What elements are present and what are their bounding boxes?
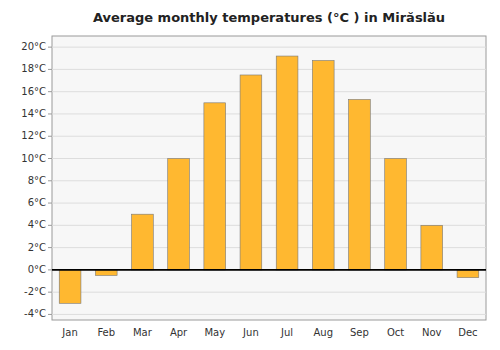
tick-label: 6°C — [28, 197, 46, 208]
chart-container: -4°C -2°C 0°C 2°C 4°C 6°C 8°C 10°C 12°C 14°C 16°C 1… — [0, 0, 500, 350]
grid-line — [52, 292, 486, 293]
tick-mark — [48, 158, 52, 159]
tick-label: 4°C — [28, 219, 46, 230]
tick-label: 16°C — [21, 86, 46, 97]
tick-label: 12°C — [21, 130, 46, 141]
bar — [276, 56, 298, 270]
tick-mark — [48, 91, 52, 92]
tick-label: 0°C — [28, 264, 46, 275]
bar — [385, 159, 407, 270]
bar — [204, 103, 226, 270]
grid-line — [52, 91, 486, 92]
bar — [59, 270, 81, 303]
grid-line — [52, 203, 486, 204]
bar — [240, 75, 262, 270]
tick-label: Oct — [387, 327, 404, 338]
x-axis: Jan Feb Mar Apr May Jun Jul Aug Sep Oct Nov Dec — [61, 327, 477, 338]
grid-line — [52, 314, 486, 315]
tick-label: 20°C — [21, 41, 46, 52]
tick-label: Mar — [133, 327, 153, 338]
tick-label: Dec — [458, 327, 477, 338]
bar — [95, 270, 117, 276]
y-axis: -4°C -2°C 0°C 2°C 4°C 6°C 8°C 10°C 12°C 14°C 16°C 1… — [21, 41, 486, 319]
zero-line — [52, 269, 486, 271]
grid-line — [52, 269, 486, 270]
tick-label: Feb — [97, 327, 115, 338]
tick-label: Jun — [242, 327, 259, 338]
tick-label: Nov — [422, 327, 442, 338]
tick-mark — [48, 69, 52, 70]
tick-label: Aug — [313, 327, 333, 338]
grid-line — [52, 69, 486, 70]
tick-label: Sep — [350, 327, 369, 338]
tick-mark — [48, 314, 52, 315]
title: Average monthly temperatures (°C ) in Mi… — [93, 10, 445, 25]
bar — [421, 225, 443, 270]
tick-mark — [48, 225, 52, 226]
grid-line — [52, 136, 486, 137]
chart: -4°C -2°C 0°C 2°C 4°C 6°C 8°C 10°C 12°C 14°C 16°C 1… — [0, 0, 500, 350]
bar — [312, 61, 334, 270]
grid-line — [52, 47, 486, 48]
bar — [457, 270, 479, 278]
tick-label: 10°C — [21, 153, 46, 164]
tick-label: 14°C — [21, 108, 46, 119]
grid-line — [52, 113, 486, 114]
tick-mark — [48, 136, 52, 137]
bar — [349, 99, 371, 269]
tick-label: Jul — [280, 327, 293, 338]
tick-label: 18°C — [21, 63, 46, 74]
bar — [168, 159, 190, 270]
tick-label: -2°C — [24, 286, 46, 297]
grid-line — [52, 180, 486, 181]
tick-mark — [48, 180, 52, 181]
tick-mark — [48, 269, 52, 270]
tick-label: Apr — [170, 327, 188, 338]
tick-label: 2°C — [28, 242, 46, 253]
tick-mark — [48, 47, 52, 48]
tick-mark — [48, 203, 52, 204]
tick-label: Jan — [61, 327, 77, 338]
bars — [59, 56, 479, 303]
tick-mark — [48, 247, 52, 248]
tick-label: -4°C — [24, 308, 46, 319]
bar — [132, 214, 154, 270]
grid-line — [52, 158, 486, 159]
tick-mark — [48, 292, 52, 293]
tick-label: 8°C — [28, 175, 46, 186]
plot-frame — [52, 36, 486, 320]
tick-label: May — [204, 327, 225, 338]
tick-mark — [48, 113, 52, 114]
